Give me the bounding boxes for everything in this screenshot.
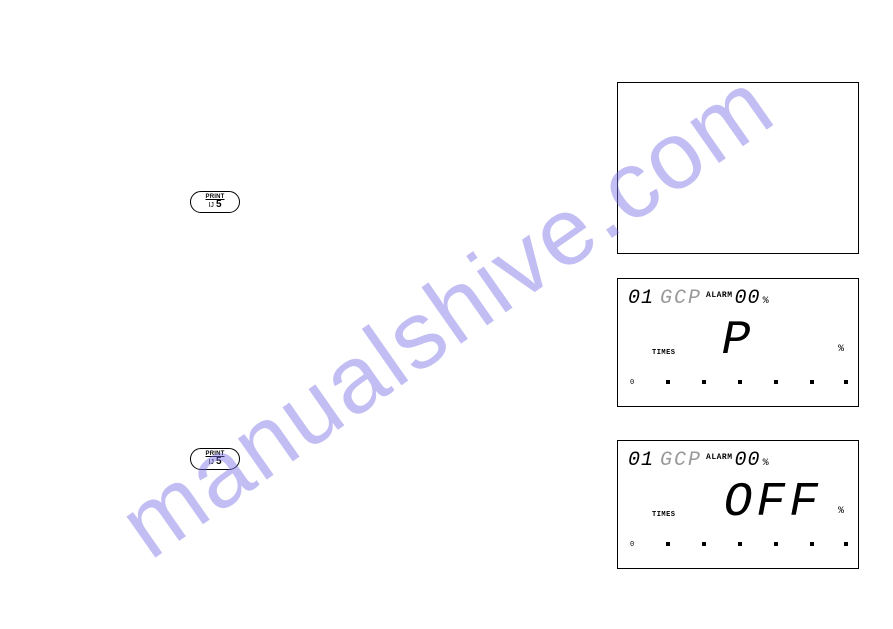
lcd2-dot	[810, 542, 814, 546]
lcd-display-2: 01 GCP ALARM 00 % TIMES OFF % 0	[617, 440, 859, 569]
print-badge-5: 5	[216, 457, 222, 467]
print-badge-5: 5	[216, 200, 222, 210]
lcd2-times: TIMES	[652, 511, 676, 519]
lcd1-mid-row: TIMES P %	[628, 309, 848, 363]
lcd1-times: TIMES	[652, 349, 676, 357]
print-badge-bottom: IJ 5	[208, 457, 221, 467]
lcd2-bottom-row: 0	[628, 531, 848, 549]
lcd2-left-num: 01	[628, 449, 654, 472]
lcd1-top-row: 01 GCP ALARM 00 %	[628, 287, 848, 309]
lcd1-dot	[702, 380, 706, 384]
lcd-display-1: 01 GCP ALARM 00 % TIMES P % 0	[617, 278, 859, 407]
lcd1-bottom-row: 0	[628, 369, 848, 387]
lcd2-right-num: 00	[735, 449, 761, 472]
lcd2-pct-top: %	[763, 458, 769, 469]
lcd1-zero: 0	[630, 379, 634, 387]
lcd1-right-num: 00	[735, 287, 761, 310]
lcd2-alarm: ALARM	[706, 453, 733, 462]
lcd2-dot	[774, 542, 778, 546]
print-badge-ij: IJ	[208, 459, 213, 466]
lcd1-dot	[738, 380, 742, 384]
print-badge-ij: IJ	[208, 202, 213, 209]
lcd1-left-num: 01	[628, 287, 654, 310]
lcd2-pct-right: %	[838, 506, 844, 517]
lcd2-gcp: GCP	[660, 449, 702, 472]
lcd2-big-value: OFF	[724, 479, 822, 527]
lcd1-dot	[810, 380, 814, 384]
lcd2-mid-row: TIMES OFF %	[628, 471, 848, 525]
lcd1-dot	[844, 380, 848, 384]
lcd1-big-value: P	[722, 317, 755, 365]
lcd2-dot	[702, 542, 706, 546]
print-badge-bottom: IJ 5	[208, 200, 221, 210]
print-badge-a: PRINT IJ 5	[190, 191, 240, 213]
lcd2-dot	[666, 542, 670, 546]
lcd2-top-row: 01 GCP ALARM 00 %	[628, 449, 848, 471]
lcd1-gcp: GCP	[660, 287, 702, 310]
lcd1-alarm: ALARM	[706, 291, 733, 300]
lcd2-dot	[738, 542, 742, 546]
lcd1-pct-top: %	[763, 296, 769, 307]
print-badge-b: PRINT IJ 5	[190, 448, 240, 470]
lcd1-dot	[666, 380, 670, 384]
receipt-blank-box	[617, 82, 859, 254]
lcd1-dot	[774, 380, 778, 384]
lcd1-pct-right: %	[838, 344, 844, 355]
lcd2-dot	[844, 542, 848, 546]
lcd2-zero: 0	[630, 541, 634, 549]
